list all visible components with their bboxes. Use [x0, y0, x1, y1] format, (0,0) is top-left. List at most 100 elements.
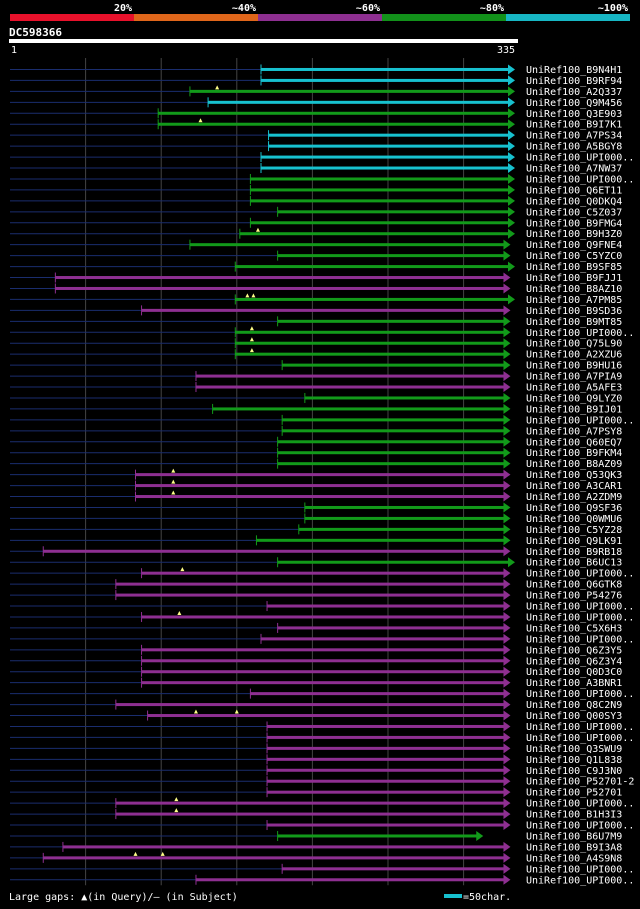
alignment-bar[interactable] [135, 495, 505, 499]
hit-row[interactable]: UniRef100_C5YZC0 [10, 250, 622, 263]
hit-label[interactable]: UniRef100_C5YZ28 [526, 525, 622, 536]
hit-label[interactable]: UniRef100_A7PSY8 [526, 426, 622, 437]
hit-row[interactable]: UniRef100_P52701-2 [10, 776, 634, 788]
hit-label[interactable]: UniRef100_A7PS34 [526, 131, 622, 142]
hit-label[interactable]: UniRef100_B6UC13 [526, 558, 622, 569]
hit-label[interactable]: UniRef100_B9RB18 [526, 547, 622, 558]
alignment-bar[interactable] [250, 199, 510, 203]
hit-label[interactable]: UniRef100_B8AZ10 [526, 284, 622, 295]
hit-label[interactable]: UniRef100_C5X6H3 [526, 623, 622, 634]
alignment-bar[interactable] [235, 352, 505, 356]
alignment-bar[interactable] [208, 100, 510, 104]
hit-label[interactable]: UniRef100_B9FKM4 [526, 448, 622, 459]
hit-row[interactable]: UniRef100_UPI000.. [10, 874, 634, 887]
alignment-bar[interactable] [62, 845, 505, 849]
hit-row[interactable]: UniRef100_B6U7M9 [10, 830, 622, 843]
hit-label[interactable]: UniRef100_UPI000.. [526, 612, 634, 623]
alignment-bar[interactable] [260, 637, 505, 641]
hit-label[interactable]: UniRef100_Q00SY3 [526, 711, 622, 722]
alignment-bar[interactable] [298, 527, 505, 531]
hit-row[interactable]: UniRef100_C5Z037 [10, 206, 622, 219]
alignment-bar[interactable] [282, 363, 505, 367]
alignment-bar[interactable] [115, 812, 505, 816]
hit-label[interactable]: UniRef100_B9FJJ1 [526, 273, 622, 284]
hit-label[interactable]: UniRef100_Q6Z3Y5 [526, 645, 622, 656]
hit-row[interactable]: UniRef100_Q3E903 [10, 108, 622, 120]
hit-label[interactable]: UniRef100_UPI000.. [526, 415, 634, 426]
alignment-bar[interactable] [235, 341, 505, 345]
hit-row[interactable]: UniRef100_A4S9N8 [10, 851, 622, 865]
alignment-bar[interactable] [43, 549, 505, 553]
hit-label[interactable]: UniRef100_P52701-2 [526, 777, 634, 788]
hit-label[interactable]: UniRef100_A2ZDM9 [526, 492, 622, 503]
hit-row[interactable]: UniRef100_Q6Z3Y4 [10, 655, 622, 668]
hit-label[interactable]: UniRef100_UPI000.. [526, 733, 634, 744]
hit-label[interactable]: UniRef100_UPI000.. [526, 153, 634, 164]
alignment-bar[interactable] [267, 768, 505, 772]
hit-row[interactable]: UniRef100_UPI000.. [10, 610, 634, 624]
alignment-bar[interactable] [267, 790, 505, 794]
hit-row[interactable]: UniRef100_Q9SF36 [10, 502, 622, 514]
hit-label[interactable]: UniRef100_B9HU16 [526, 361, 622, 372]
hit-label[interactable]: UniRef100_Q0D3C0 [526, 667, 622, 678]
hit-label[interactable]: UniRef100_UPI000.. [526, 602, 634, 613]
alignment-bar[interactable] [277, 626, 505, 630]
hit-label[interactable]: UniRef100_P54276 [526, 591, 622, 602]
hit-label[interactable]: UniRef100_Q9LYZ0 [526, 393, 622, 404]
alignment-bar[interactable] [55, 286, 505, 290]
alignment-bar[interactable] [158, 122, 509, 126]
alignment-bar[interactable] [277, 440, 505, 444]
hit-label[interactable]: UniRef100_A3CAR1 [526, 481, 622, 492]
alignment-bar[interactable] [277, 319, 505, 323]
alignment-bar[interactable] [115, 582, 505, 586]
hit-label[interactable]: UniRef100_B9SD36 [526, 306, 622, 317]
hit-row[interactable]: UniRef100_B9FKM4 [10, 447, 622, 460]
alignment-bar[interactable] [55, 276, 505, 280]
alignment-bar[interactable] [235, 330, 505, 334]
alignment-bar[interactable] [268, 144, 509, 148]
hit-row[interactable]: UniRef100_Q9LYZ0 [10, 392, 622, 405]
alignment-bar[interactable] [260, 67, 509, 71]
alignment-bar[interactable] [277, 451, 505, 455]
alignment-bar[interactable] [235, 297, 509, 301]
hit-row[interactable]: UniRef100_UPI000.. [10, 863, 634, 876]
hit-row[interactable]: UniRef100_A2XZU6 [10, 348, 622, 361]
hit-row[interactable]: UniRef100_C5X6H3 [10, 622, 622, 635]
hit-row[interactable]: UniRef100_B6UC13 [10, 557, 622, 569]
hit-label[interactable]: UniRef100_UPI000.. [526, 689, 634, 700]
hit-label[interactable]: UniRef100_UPI000.. [526, 722, 634, 733]
alignment-bar[interactable] [141, 681, 505, 685]
hit-label[interactable]: UniRef100_B9I7K1 [526, 120, 622, 131]
alignment-bar[interactable] [115, 593, 505, 597]
hit-row[interactable]: UniRef100_Q6ET11 [10, 184, 622, 197]
hit-row[interactable]: UniRef100_B1H3I3 [10, 808, 622, 821]
hit-row[interactable]: UniRef100_B9MT85 [10, 316, 622, 328]
hit-row[interactable]: UniRef100_B9FJJ1 [10, 272, 622, 285]
hit-row[interactable]: UniRef100_A5BGY8 [10, 141, 622, 153]
alignment-bar[interactable] [195, 878, 505, 882]
hit-row[interactable]: UniRef100_A3CAR1 [10, 479, 622, 493]
alignment-bar[interactable] [141, 308, 505, 312]
hit-label[interactable]: UniRef100_UPI000.. [526, 569, 634, 580]
hit-row[interactable]: UniRef100_UPI000.. [10, 326, 634, 339]
alignment-bar[interactable] [268, 133, 509, 137]
hit-label[interactable]: UniRef100_UPI000.. [526, 821, 634, 832]
hit-row[interactable]: UniRef100_A7NW37 [10, 163, 622, 175]
hit-label[interactable]: UniRef100_Q9M456 [526, 98, 622, 109]
alignment-bar[interactable] [304, 516, 505, 520]
hit-row[interactable]: UniRef100_Q1L838 [10, 754, 622, 766]
alignment-bar[interactable] [250, 692, 505, 696]
hit-row[interactable]: UniRef100_Q53QK3 [10, 468, 622, 482]
hit-row[interactable]: UniRef100_B9RF94 [10, 75, 622, 87]
alignment-bar[interactable] [195, 374, 505, 378]
hit-row[interactable]: UniRef100_B9N4H1 [10, 64, 622, 76]
alignment-bar[interactable] [115, 801, 505, 805]
alignment-bar[interactable] [141, 571, 505, 575]
hit-row[interactable]: UniRef100_A7PS34 [10, 130, 622, 142]
hit-label[interactable]: UniRef100_A3BNR1 [526, 678, 622, 689]
hit-row[interactable]: UniRef100_Q9M456 [10, 97, 622, 109]
alignment-bar[interactable] [239, 232, 509, 236]
hit-row[interactable]: UniRef100_B8AZ09 [10, 458, 622, 471]
alignment-bar[interactable] [260, 166, 509, 170]
hit-row[interactable]: UniRef100_Q6Z3Y5 [10, 644, 622, 657]
